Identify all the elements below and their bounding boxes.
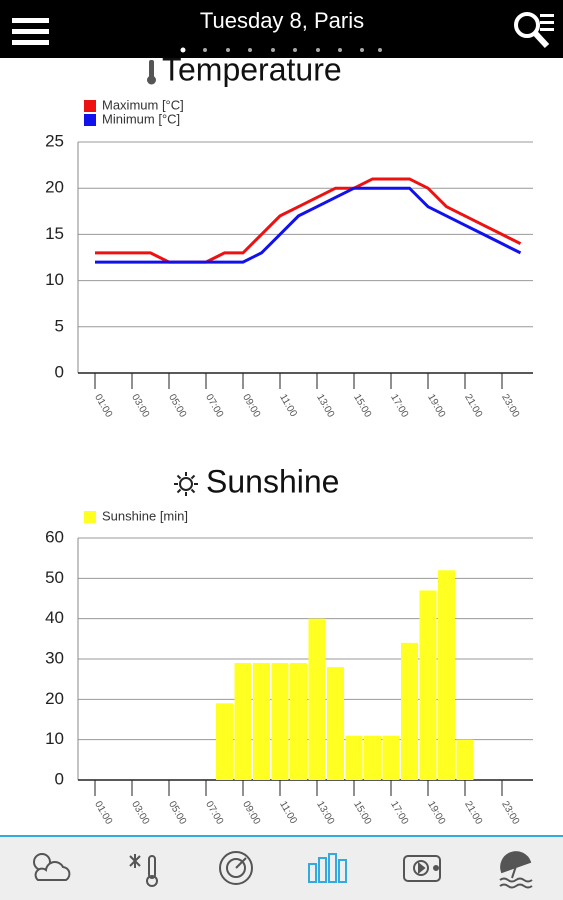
menu-button[interactable]	[12, 18, 49, 45]
y-tick-label: 10	[45, 729, 64, 748]
bar	[419, 590, 437, 780]
x-tick-label: 09:00	[240, 392, 262, 420]
header-bar	[0, 0, 563, 58]
x-tick-label: 21:00	[462, 392, 484, 420]
x-tick-label: 11:00	[277, 799, 299, 826]
nav-beach[interactable]	[499, 851, 533, 889]
x-tick-label: 19:00	[425, 392, 447, 420]
x-tick-label: 13:00	[314, 799, 336, 827]
bar	[401, 642, 418, 780]
header-title: Tuesday 8, Paris	[200, 8, 364, 33]
bar	[308, 618, 326, 780]
x-tick-label: 19:00	[425, 799, 447, 827]
x-tick-label: 05:00	[166, 799, 188, 827]
chart-title: Temperature	[162, 51, 342, 87]
bar	[345, 735, 363, 780]
bar	[327, 667, 344, 780]
bar	[290, 663, 307, 780]
series-line	[95, 186, 522, 264]
y-tick-label: 20	[45, 689, 64, 708]
x-tick-label: 01:00	[92, 799, 114, 827]
bar	[271, 663, 289, 780]
legend-swatch	[84, 100, 96, 112]
bar	[364, 735, 381, 780]
nav-radar[interactable]	[219, 851, 253, 885]
bar	[438, 570, 455, 780]
bar	[234, 663, 252, 780]
y-tick-label: 50	[45, 568, 64, 587]
legend-label: Maximum [°C]	[102, 97, 184, 112]
y-tick-label: 0	[55, 362, 64, 381]
x-tick-label: 05:00	[166, 392, 188, 420]
nav-charts[interactable]	[308, 853, 347, 883]
x-tick-label: 23:00	[499, 392, 521, 420]
x-tick-label: 15:00	[351, 799, 373, 827]
x-tick-label: 11:00	[277, 392, 299, 419]
bar	[216, 703, 233, 780]
legend-label: Sunshine [min]	[102, 508, 188, 523]
x-tick-label: 17:00	[388, 799, 410, 827]
x-tick-label: 17:00	[388, 392, 410, 420]
y-tick-label: 30	[45, 648, 64, 667]
x-tick-label: 21:00	[462, 799, 484, 827]
thermometer-icon	[147, 60, 156, 85]
x-tick-label: 01:00	[92, 392, 114, 420]
x-tick-label: 09:00	[240, 799, 262, 827]
bar	[382, 735, 400, 780]
y-tick-label: 5	[55, 316, 64, 335]
bottom-nav	[0, 836, 563, 900]
x-tick-label: 13:00	[314, 392, 336, 420]
nav-video[interactable]	[403, 855, 441, 882]
legend-swatch	[84, 511, 96, 523]
y-tick-label: 10	[45, 270, 64, 289]
y-tick-label: 25	[45, 131, 64, 150]
y-tick-label: 0	[55, 769, 64, 788]
y-tick-label: 60	[45, 527, 64, 546]
x-tick-label: 23:00	[499, 799, 521, 827]
y-tick-label: 15	[45, 224, 64, 243]
x-tick-label: 07:00	[203, 392, 225, 420]
pager-dots	[180, 47, 382, 53]
series-line	[95, 177, 522, 264]
search-button[interactable]	[514, 12, 554, 49]
sun-icon	[174, 472, 198, 496]
y-tick-label: 20	[45, 178, 64, 197]
bar	[456, 739, 474, 780]
y-tick-label: 40	[45, 608, 64, 627]
legend-swatch	[84, 114, 96, 126]
x-tick-label: 15:00	[351, 392, 373, 420]
bar	[253, 663, 270, 780]
chart-title: Sunshine	[206, 463, 339, 499]
x-tick-label: 03:00	[129, 392, 151, 420]
x-tick-label: 03:00	[129, 799, 151, 827]
legend-label: Minimum [°C]	[102, 111, 180, 126]
x-tick-label: 07:00	[203, 799, 225, 827]
nav-temperature[interactable]	[129, 854, 158, 887]
nav-forecast[interactable]	[33, 853, 71, 881]
